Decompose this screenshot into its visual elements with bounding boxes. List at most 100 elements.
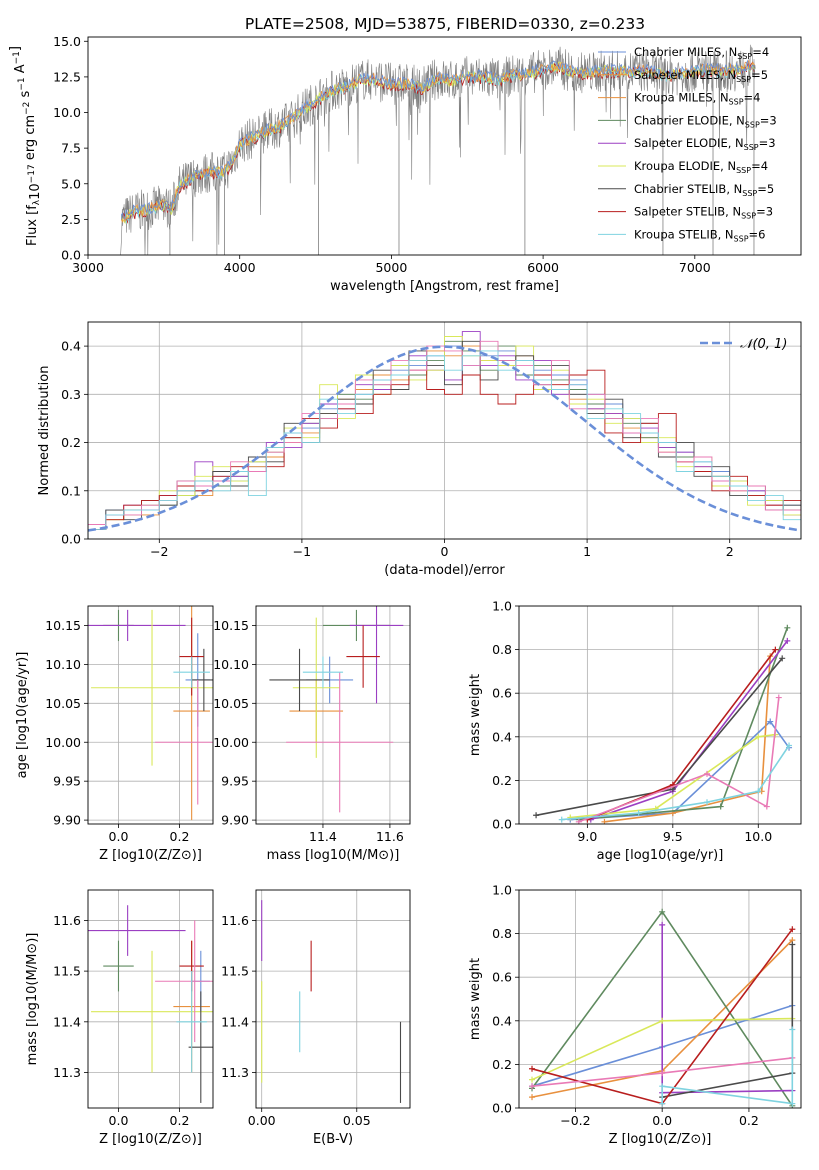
- y-tick-label: 0.8: [492, 642, 512, 657]
- legend-text: =3: [759, 136, 776, 150]
- legend-text: Kroupa ELODIE, N: [634, 159, 736, 173]
- plot-area-mass-vs-EBV: [256, 890, 410, 1108]
- y-tick-label: 0.6: [492, 686, 512, 701]
- y-tick-label: 0.2: [61, 435, 81, 450]
- legend-subscript: SSP: [734, 234, 749, 243]
- weight-marker: [529, 1065, 536, 1072]
- data-point: [346, 625, 380, 688]
- weight-marker: [789, 1026, 796, 1033]
- y-tick-label: 9.90: [53, 813, 81, 828]
- x-tick-label: 1: [583, 544, 591, 559]
- y-tick-label: 0.1: [61, 483, 81, 498]
- plots-layer: 3000 4000 5000 6000 70000.02.55.07.510.012.5…: [8, 34, 802, 1147]
- data-point: [349, 606, 404, 704]
- x-tick-label: 0.0: [109, 829, 129, 844]
- legend-subscript: SSP: [737, 52, 752, 61]
- legend-text: Chabrier MILES, N: [634, 45, 737, 59]
- legend-label: Chabrier ELODIE, NSSP=3: [634, 113, 777, 129]
- y-axis-label: mass [log10(M/M⊙)]: [25, 933, 40, 1066]
- legend-subscript: SSP: [745, 120, 760, 129]
- x-axis-label: Z [log10(Z/Z⊙)]: [609, 1132, 712, 1147]
- x-tick-label: 7000: [679, 260, 711, 275]
- x-axis-label: Z [log10(Z/Z⊙)]: [99, 848, 202, 863]
- label-span: λ: [32, 199, 42, 205]
- panel-mass-vs-Z: 0.0 0.2 11.3 11.4 11.5 11.6 Z [log10(Z/Z⊙)] mas…: [25, 889, 214, 1147]
- y-tick-label: 11.5: [221, 964, 249, 979]
- legend-text: Kroupa STELIB, N: [634, 227, 734, 241]
- data-point: [91, 950, 213, 1073]
- legend-label: Salpeter ELODIE, NSSP=3: [634, 136, 776, 152]
- y-tick-label: 0.4: [492, 1013, 512, 1028]
- plot-area-weight-vs-Z: [519, 890, 801, 1108]
- legend-label: Chabrier MILES, NSSP=4: [634, 45, 769, 61]
- data-point: [269, 648, 330, 712]
- plot-area-spectrum: [120, 44, 756, 255]
- label-span: −2: [22, 102, 32, 115]
- weight-marker: [659, 1070, 666, 1077]
- y-axis-label: age [log10(age/yr)]: [15, 652, 30, 779]
- y-tick-label: 7.5: [61, 141, 81, 156]
- y-tick-label: 0.0: [492, 817, 512, 832]
- x-axis-label: age [log10(age/yr)]: [597, 848, 724, 863]
- x-tick-label: 0.05: [343, 1113, 371, 1128]
- y-tick-label: 11.3: [221, 1065, 249, 1080]
- x-tick-label: 9.0: [577, 829, 597, 844]
- x-tick-label: 11.4: [309, 829, 337, 844]
- data-point: [286, 672, 394, 813]
- label-span: −1: [12, 51, 22, 64]
- legend-text: Salpeter STELIB, N: [634, 205, 741, 219]
- x-tick-label: 10.0: [744, 829, 772, 844]
- y-axis-label: mass weight: [468, 674, 483, 756]
- legend-label: Kroupa MILES, NSSP=4: [634, 91, 760, 107]
- weight-marker: [772, 646, 779, 653]
- legend-text: =4: [751, 159, 768, 173]
- weight-marker: [635, 810, 642, 817]
- x-tick-label: 0: [441, 544, 449, 559]
- weight-marker: [786, 742, 793, 749]
- axes-frame: [87, 889, 214, 1109]
- x-axis-label: wavelength [Angstrom, rest frame]: [330, 279, 559, 294]
- normal-curve: [88, 345, 801, 532]
- model-spectrum: [121, 60, 756, 223]
- y-tick-label: 9.95: [221, 774, 249, 789]
- data-point: [155, 679, 213, 805]
- legend-label: 𝒩(0, 1): [740, 337, 787, 352]
- figure-title: PLATE=2508, MJD=53875, FIBERID=0330, z=0…: [245, 15, 645, 33]
- label-span: s: [18, 90, 33, 101]
- x-tick-label: 0.2: [170, 829, 190, 844]
- weight-marker: [659, 1017, 666, 1024]
- legend-text: Kroupa MILES, N: [634, 91, 729, 105]
- plot-area-age-vs-Z: [88, 606, 213, 824]
- legend-text: =6: [749, 227, 766, 241]
- plot-area-mass-vs-Z: [88, 890, 213, 1108]
- data-point: [88, 609, 186, 642]
- y-tick-label: 5.0: [61, 176, 81, 191]
- y-tick-label: 0.4: [61, 339, 81, 354]
- data-point: [292, 617, 340, 758]
- y-tick-label: 11.4: [221, 1014, 249, 1029]
- y-tick-label: 0.4: [492, 729, 512, 744]
- weight-marker: [659, 908, 666, 915]
- plot-area-residuals: [88, 322, 801, 539]
- legend-label: Kroupa STELIB, NSSP=6: [634, 227, 765, 243]
- axes-frame: [87, 36, 802, 256]
- panel-mass-vs-EBV: 0.00 0.05 11.3 11.4 11.5 11.6 E(B-V): [221, 889, 411, 1147]
- x-tick-label: 5000: [375, 260, 407, 275]
- weight-marker: [775, 694, 782, 701]
- data-point: [191, 648, 213, 712]
- x-tick-label: 3000: [72, 260, 104, 275]
- legend-label: Salpeter MILES, NSSP=5: [634, 68, 768, 84]
- weight-marker: [704, 770, 710, 777]
- legend-subscript: SSP: [741, 212, 756, 221]
- y-tick-label: 0.2: [492, 1057, 512, 1072]
- weight-marker: [784, 637, 791, 644]
- axes-frame: [87, 605, 214, 825]
- panel-age-vs-mass: 11.4 11.6 9.90 9.95 10.00 10.05 10.10 10.15 mass…: [213, 605, 411, 863]
- panel-weight-vs-age: 9.0 9.5 10.0 0.0 0.2 0.4 0.6 0.8 1.0 age [log10(a…: [468, 599, 802, 863]
- data-point: [91, 609, 213, 766]
- legend-subscript: SSP: [744, 143, 759, 152]
- x-axis-label: mass [log10(M/M⊙)]: [267, 848, 400, 863]
- axes-frame: [255, 889, 411, 1109]
- weight-marker: [779, 655, 786, 662]
- weight-marker: [529, 1083, 536, 1090]
